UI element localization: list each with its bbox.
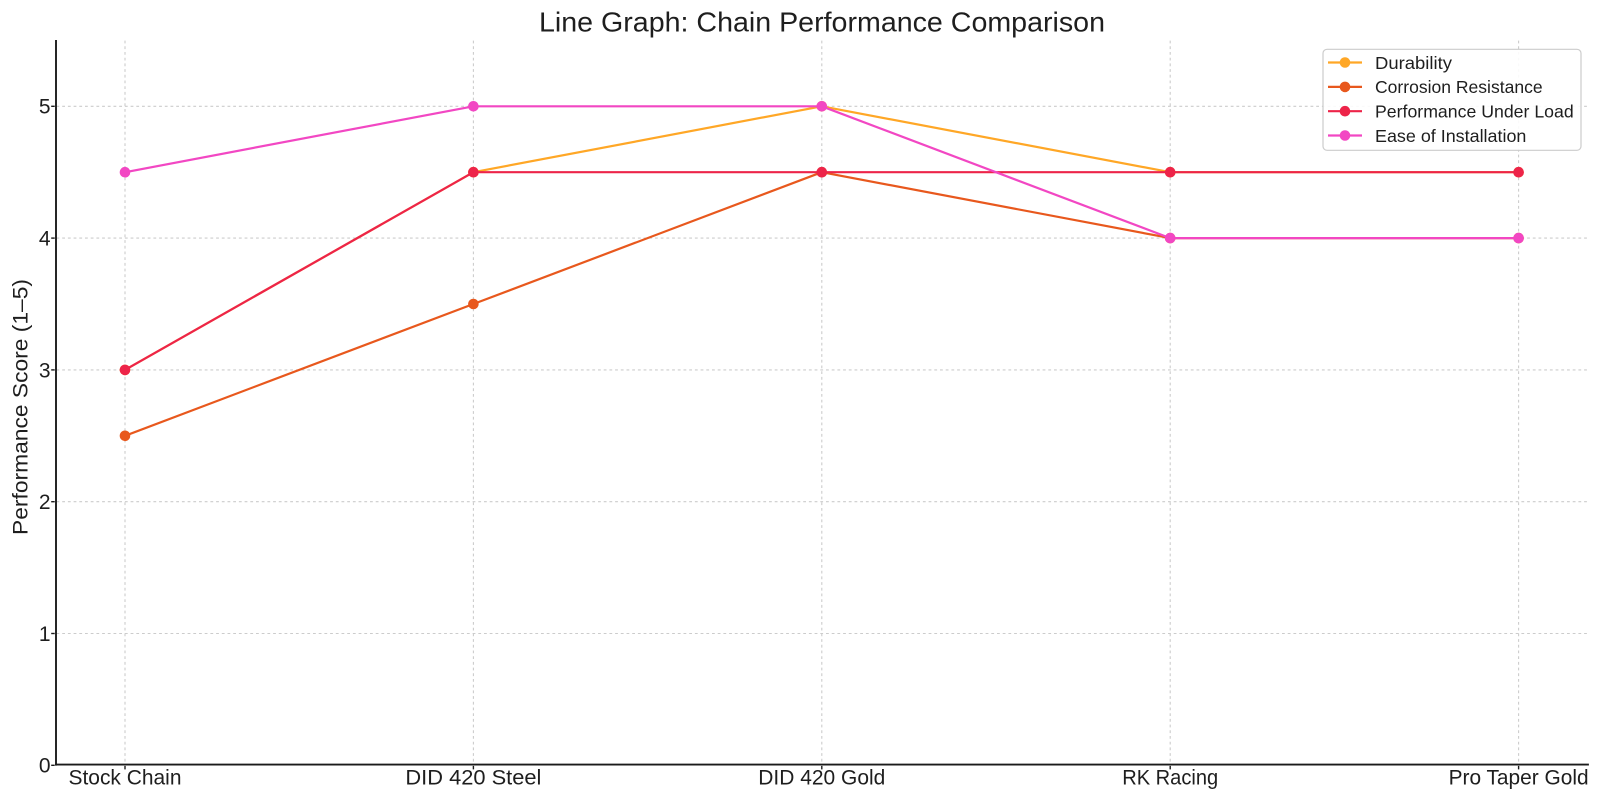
- svg-text:Line Graph: Chain Performance: Line Graph: Chain Performance Comparison: [539, 7, 1105, 38]
- svg-text:Pro Taper Gold: Pro Taper Gold: [1449, 767, 1589, 790]
- svg-text:Stock Chain: Stock Chain: [69, 767, 182, 790]
- svg-text:5: 5: [39, 96, 51, 119]
- svg-text:DID 420 Gold: DID 420 Gold: [758, 767, 885, 790]
- svg-text:DID 420 Steel: DID 420 Steel: [405, 767, 541, 790]
- svg-text:Corrosion Resistance: Corrosion Resistance: [1375, 77, 1543, 97]
- svg-text:4: 4: [39, 228, 51, 251]
- svg-text:3: 3: [39, 359, 51, 382]
- svg-text:Ease of Installation: Ease of Installation: [1375, 126, 1526, 146]
- svg-text:2: 2: [39, 491, 51, 514]
- svg-text:1: 1: [39, 623, 51, 646]
- svg-text:Performance Score (1–5): Performance Score (1–5): [10, 279, 33, 535]
- svg-text:RK Racing: RK Racing: [1122, 767, 1218, 790]
- svg-text:0: 0: [39, 755, 51, 778]
- svg-text:Performance Under Load: Performance Under Load: [1375, 102, 1574, 122]
- svg-text:Durability: Durability: [1375, 53, 1452, 73]
